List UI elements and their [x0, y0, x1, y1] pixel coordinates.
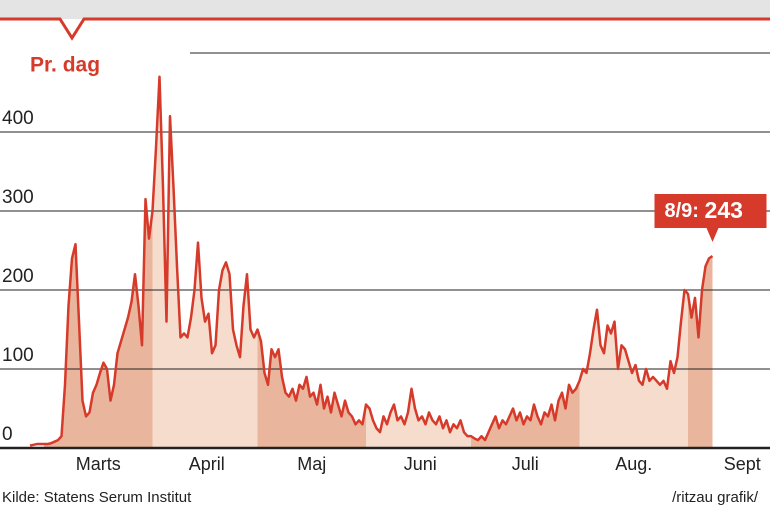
annotation-box [654, 194, 767, 243]
header-rule [0, 17, 770, 41]
annotation: 8/9: 243 [665, 197, 743, 223]
month-area [257, 329, 366, 448]
month-area [44, 199, 153, 448]
credit: /ritzau grafik/ [672, 489, 759, 506]
y-tick-label: 100 [2, 345, 34, 366]
y-axis-label: Pr. dag [30, 54, 100, 77]
y-tick-label: 0 [2, 424, 13, 445]
month-area [152, 76, 258, 448]
x-tick-label: Maj [297, 454, 326, 474]
x-tick-label: Juni [404, 454, 437, 474]
line [29, 75, 714, 447]
month-area [688, 256, 713, 448]
x-tick-label: Aug. [615, 454, 652, 474]
x-tick-label: Marts [76, 454, 121, 474]
x-tick-label: Juli [512, 454, 539, 474]
y-tick-label: 400 [2, 108, 34, 129]
month-area [471, 380, 580, 448]
annotation-value: 243 [705, 197, 743, 223]
y-tick-label: 200 [2, 266, 34, 287]
header-band [0, 0, 770, 19]
source: Kilde: Statens Serum Institut [2, 489, 192, 506]
month-area [366, 388, 471, 448]
annotation-date: 8/9: [665, 200, 699, 222]
x-tick-label: April [189, 454, 225, 474]
y-tick-label: 300 [2, 187, 34, 208]
x-tick-label: Sept [724, 454, 761, 474]
